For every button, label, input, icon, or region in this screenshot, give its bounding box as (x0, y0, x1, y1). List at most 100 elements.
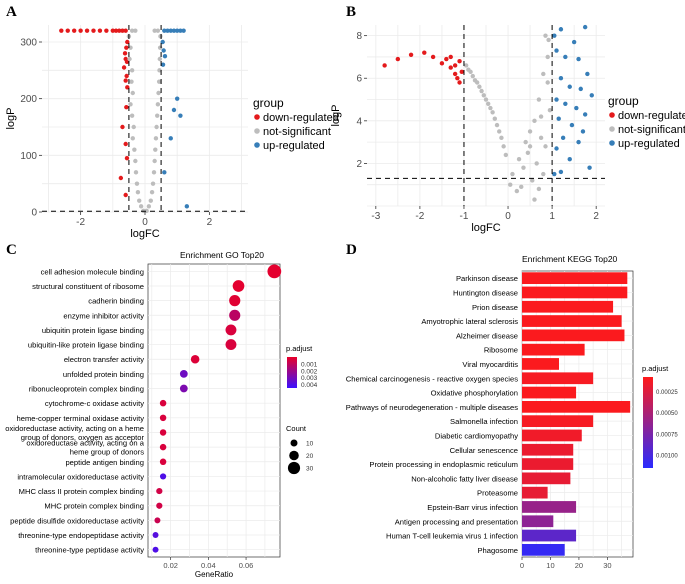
point-not-significant (133, 28, 138, 33)
category-label: cadherin binding (88, 297, 144, 306)
bar-3 (522, 315, 622, 327)
point-not-significant (527, 129, 533, 134)
x-tick-label: -2 (76, 217, 85, 228)
x-tick-label: -1 (460, 211, 469, 222)
point-down-regulated (123, 141, 128, 147)
category-label: Ribosome (484, 346, 518, 355)
dot-18 (152, 532, 159, 539)
category-label: Huntington disease (453, 288, 518, 297)
point-up-regulated (161, 48, 166, 53)
x-tick-label: 1 (549, 211, 555, 222)
size-legend-dot (287, 461, 301, 475)
point-not-significant (501, 144, 506, 149)
y-tick-label: 4 (356, 116, 362, 127)
point-up-regulated (160, 39, 165, 45)
category-label: oxidoreductase activity, acting on a hem… (5, 424, 144, 433)
category-label: structural constituent of ribosome (32, 282, 144, 291)
x-tick-label: 0 (520, 561, 524, 570)
point-not-significant (135, 189, 141, 195)
chart-title: Enrichment GO Top20 (180, 250, 264, 260)
point-not-significant (543, 144, 548, 149)
point-not-significant (128, 45, 133, 50)
bar-16 (522, 501, 577, 513)
point-down-regulated (122, 51, 128, 56)
color-bar (643, 377, 653, 468)
category-label: heme group of donors (70, 448, 145, 457)
category-label: threonine-type peptidase activity (35, 546, 144, 555)
point-not-significant (157, 45, 163, 50)
dot-1 (232, 280, 245, 292)
point-not-significant (523, 139, 528, 145)
color-legend-tick: 0.004 (301, 382, 318, 389)
point-down-regulated (104, 28, 109, 33)
x-tick-label: -2 (415, 211, 424, 222)
point-not-significant (519, 184, 524, 190)
point-down-regulated (439, 61, 445, 66)
chart-title: Enrichment KEGG Top20 (522, 254, 618, 264)
point-down-regulated (91, 28, 96, 33)
point-not-significant (144, 208, 149, 214)
category-label: Parkinson disease (456, 274, 518, 283)
point-up-regulated (589, 93, 594, 98)
dot-10 (159, 414, 167, 422)
point-not-significant (129, 113, 135, 118)
point-down-regulated (118, 175, 124, 181)
category-label: MHC class II protein complex binding (19, 487, 144, 496)
point-not-significant (154, 124, 159, 130)
point-up-regulated (585, 71, 590, 77)
point-up-regulated (184, 204, 190, 209)
point-down-regulated (120, 124, 125, 130)
point-not-significant (538, 135, 544, 141)
point-down-regulated (448, 54, 453, 60)
bar-15 (522, 486, 548, 499)
point-up-regulated (578, 86, 583, 92)
point-not-significant (158, 34, 163, 39)
y-axis-label: logP (5, 107, 17, 129)
point-down-regulated (113, 28, 119, 33)
legend-label: not-significant (263, 126, 331, 138)
point-up-regulated (567, 84, 572, 89)
color-legend-tick: 0.00075 (656, 432, 678, 438)
plot-panel (147, 263, 281, 558)
point-up-regulated (563, 101, 568, 106)
legend-title: group (608, 94, 639, 108)
point-not-significant (508, 182, 513, 187)
bar-5 (522, 343, 585, 356)
point-down-regulated (452, 71, 458, 77)
legend-swatch (609, 112, 615, 118)
dot-16 (156, 502, 163, 509)
category-label: electron transfer activity (64, 355, 144, 364)
x-tick-label: 30 (603, 561, 611, 570)
point-not-significant (483, 97, 489, 102)
point-down-regulated (124, 155, 130, 161)
category-label: Amyotrophic lateral sclerosis (421, 317, 518, 326)
point-not-significant (155, 28, 161, 33)
legend-swatch (254, 142, 260, 148)
point-up-regulated (558, 27, 564, 32)
point-down-regulated (110, 28, 116, 33)
point-down-regulated (124, 73, 129, 79)
y-tick-label: 2 (356, 159, 362, 170)
point-down-regulated (71, 28, 77, 33)
x-tick-label: 0.06 (239, 561, 254, 570)
point-up-regulated (554, 146, 559, 151)
category-label: ubiquitin protein ligase binding (42, 326, 144, 335)
point-not-significant (494, 122, 500, 128)
point-down-regulated (121, 65, 127, 70)
category-label: peptide disulfide oxidoreductase activit… (10, 516, 144, 525)
point-not-significant (129, 79, 134, 84)
dot-8 (179, 384, 188, 393)
point-down-regulated (123, 28, 128, 33)
point-not-significant (130, 90, 135, 96)
dot-13 (159, 458, 167, 466)
point-down-regulated (422, 50, 427, 55)
panel-label-a: A (6, 4, 17, 20)
point-down-regulated (395, 56, 401, 62)
category-label: peptide antigen binding (65, 458, 144, 467)
category-label: oxidoreductase activity, acting on a (26, 439, 144, 448)
point-up-regulated (558, 169, 564, 175)
point-not-significant (132, 147, 137, 152)
point-not-significant (477, 84, 482, 89)
point-down-regulated (97, 28, 103, 33)
point-up-regulated (571, 39, 577, 45)
